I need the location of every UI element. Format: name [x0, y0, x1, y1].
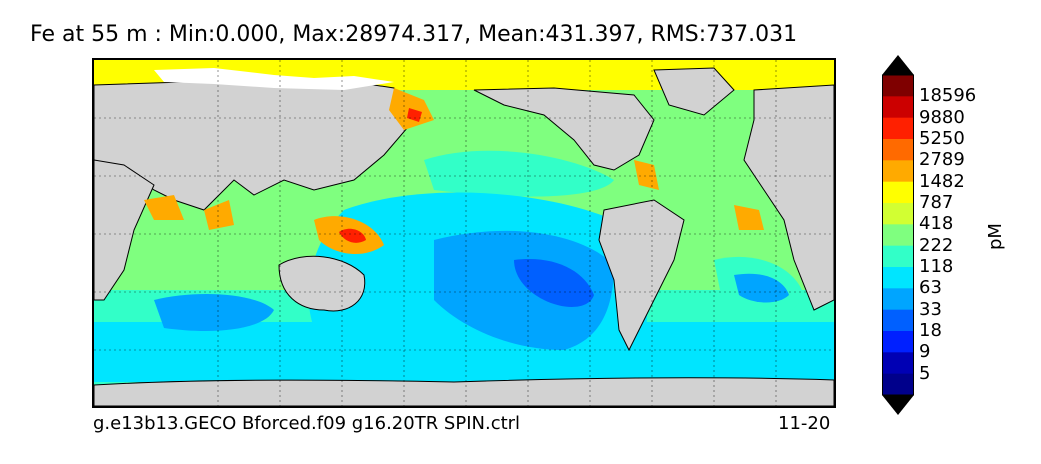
south-pacific-gyre-core — [514, 259, 594, 307]
colorbar-tick-label: 787 — [919, 192, 954, 213]
ocean-map-svg — [94, 60, 834, 406]
map-title: Fe at 55 m : Min:0.000, Max:28974.317, M… — [30, 22, 798, 47]
colorbar-swatch — [882, 352, 914, 375]
colorbar-tick-label: 18 — [919, 320, 942, 341]
colorbar-max-arrow — [882, 55, 914, 75]
colorbar-tick-label: 9 — [919, 341, 931, 363]
coast-us-east — [634, 160, 659, 190]
coast-bay-of-bengal — [204, 200, 234, 230]
colorbar-swatch — [882, 139, 914, 161]
run-identifier: g.e13b13.GECO Bforced.f09 g16.20TR SPIN.… — [93, 413, 521, 434]
colorbar-swatch — [882, 267, 914, 289]
indian-ocean-gyre — [154, 294, 274, 331]
colorbar-tick-label: 18596 — [919, 85, 977, 107]
colorbar-swatch — [882, 160, 914, 183]
north-pacific-gyre — [424, 150, 614, 197]
colorbar-min-arrow — [882, 395, 914, 415]
south-pacific-gyre-inner — [434, 230, 614, 350]
colorbar-tick-label: 1482 — [919, 170, 965, 192]
peak-indonesia — [339, 228, 366, 243]
arctic-sea-ice — [154, 68, 394, 90]
peak-north-pacific — [407, 108, 422, 122]
colorbar-tick-label: 118 — [919, 256, 954, 277]
south-america — [598, 199, 685, 352]
colorbar-swatch — [882, 203, 914, 225]
greenland — [653, 67, 735, 116]
colorbar-swatch — [882, 96, 914, 119]
north-america — [473, 87, 655, 171]
date-range: 11-20 — [778, 413, 831, 434]
coastal-peak-iron — [339, 108, 422, 243]
antarctica — [94, 377, 834, 406]
colorbar-tick-label: 9880 — [919, 106, 965, 128]
colorbar-swatch — [882, 181, 914, 204]
colorbar-swatch — [882, 245, 914, 268]
south-atlantic-core — [734, 273, 789, 303]
colorbar-swatch — [882, 373, 914, 396]
colorbar-tick-label: 5250 — [919, 128, 965, 149]
coast-arabian-sea — [144, 195, 184, 220]
colorbar-tick-label: 33 — [919, 298, 942, 320]
colorbar-swatch — [882, 331, 914, 353]
graticule — [94, 60, 834, 406]
colorbar-tick-label: 63 — [919, 277, 942, 299]
africa — [94, 159, 155, 301]
colorbar-swatch — [882, 75, 914, 97]
land-masses — [94, 67, 834, 406]
colorbar-tick-label: 418 — [919, 213, 954, 235]
colorbar-tick-label: 222 — [919, 234, 954, 256]
ocean-map — [92, 58, 836, 408]
coast-west-africa — [734, 205, 764, 230]
colorbar-units-label: pM — [985, 223, 1006, 250]
europe-africa-right — [743, 84, 834, 311]
colorbar-outline — [882, 74, 914, 396]
australia — [278, 255, 366, 312]
colorbar-swatch — [882, 117, 914, 140]
colorbar-tick-label: 5 — [919, 362, 931, 384]
colorbar-swatch — [882, 288, 914, 311]
colorbar-swatch — [882, 224, 914, 247]
colorbar-swatch — [882, 309, 914, 332]
colorbar — [882, 55, 914, 415]
colorbar-tick-label: 2789 — [919, 149, 965, 171]
